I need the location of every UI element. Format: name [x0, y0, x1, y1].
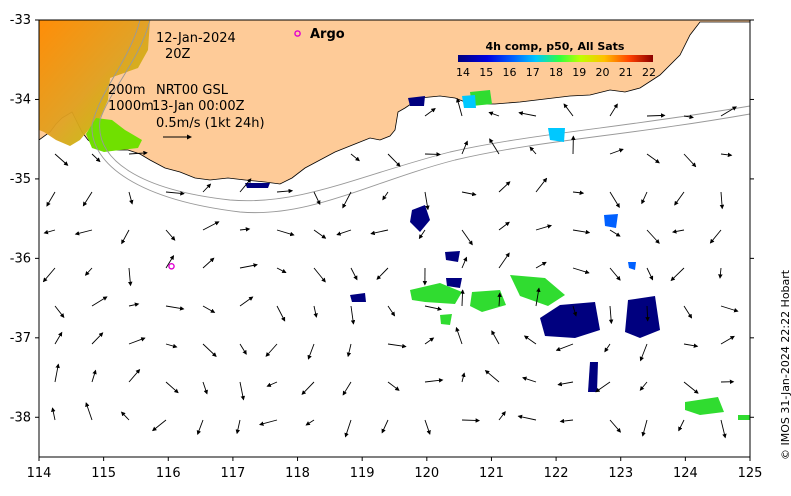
x-tick-label: 119 — [350, 466, 375, 481]
colorbar-label: 15 — [479, 66, 493, 79]
isobath-200m-label: 200m — [108, 83, 145, 98]
colorbar-label: 19 — [572, 66, 586, 79]
y-tick-label: -33 — [10, 13, 31, 28]
colorbar-gradient — [458, 55, 653, 62]
colorbar-label: 17 — [526, 66, 540, 79]
date-label: 12-Jan-2024 — [156, 31, 236, 46]
x-tick-label: 115 — [91, 466, 116, 481]
x-tick-label: 124 — [673, 466, 698, 481]
y-tick-label: -35 — [10, 172, 31, 187]
scale-label: 0.5m/s (1kt 24h) — [156, 116, 265, 131]
x-tick-label: 118 — [285, 466, 310, 481]
x-tick-label: 121 — [479, 466, 504, 481]
colorbar-label: 14 — [456, 66, 470, 79]
x-tick-label: 117 — [220, 466, 245, 481]
x-axis: 114 115 116 117 118 119 120 121 122 123 124 125 — [27, 457, 763, 481]
product-label: NRT00 GSL — [156, 83, 229, 98]
x-tick-label: 120 — [414, 466, 439, 481]
x-tick-label: 123 — [608, 466, 633, 481]
y-tick-label: -38 — [10, 410, 31, 425]
valid-time-label: 13-Jan 00:00Z — [152, 99, 245, 114]
colorbar-labels: 14 15 16 17 18 19 20 21 22 — [456, 66, 656, 79]
credit-label: © IMOS 31-Jan-2024 22:22 Hobart — [779, 270, 791, 460]
x-tick-label: 114 — [27, 466, 52, 481]
y-tick-label: -34 — [10, 92, 31, 107]
colorbar-label: 16 — [503, 66, 517, 79]
hour-label: 20Z — [165, 47, 191, 62]
colorbar-title: 4h comp, p50, All Sats — [486, 40, 625, 53]
y-tick-label: -37 — [10, 331, 31, 346]
x-tick-label: 116 — [156, 466, 181, 481]
x-tick-label: 125 — [738, 466, 763, 481]
colorbar-label: 20 — [596, 66, 610, 79]
x-tick-label: 122 — [544, 466, 569, 481]
argo-legend-label: Argo — [310, 27, 345, 42]
current-arrow — [462, 420, 479, 421]
current-arrow — [647, 115, 665, 116]
colorbar-label: 18 — [549, 66, 563, 79]
colorbar-label: 21 — [619, 66, 633, 79]
isobath-1000m-label: 1000m — [108, 99, 154, 114]
colorbar-label: 22 — [642, 66, 656, 79]
y-tick-label: -36 — [10, 251, 31, 266]
